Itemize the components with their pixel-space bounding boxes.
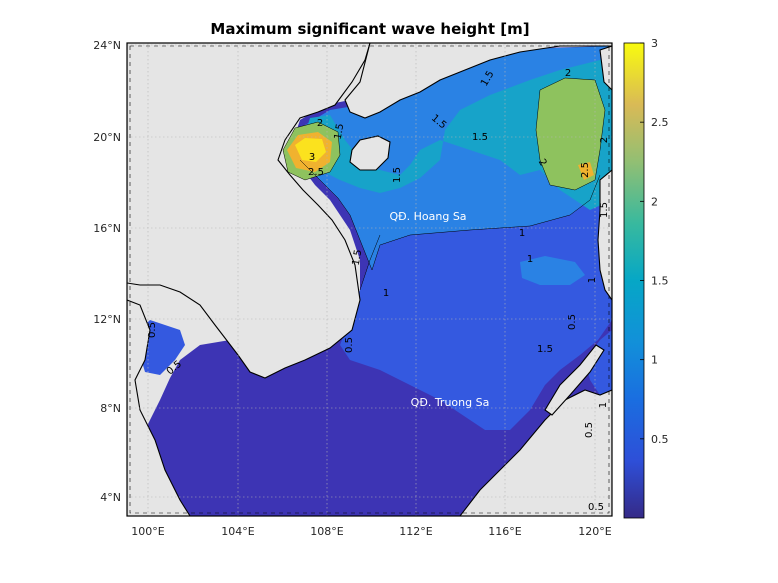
wave-band-0.5-1-e [585, 330, 612, 400]
wave-band-1.5-2 [300, 60, 612, 210]
lat-tick: 20°N [93, 131, 121, 144]
wave-band-3-gulf [295, 138, 326, 162]
contour-label: 0.5 [588, 502, 604, 513]
land-luzon [597, 169, 612, 301]
contour-label: 1 [598, 402, 609, 408]
map-area [127, 43, 612, 516]
lon-tick-labels: 100°E 104°E 108°E 112°E 116°E 120°E [131, 525, 611, 538]
contour-label: 2 [317, 118, 323, 129]
wave-band-1-1.5-patch [520, 256, 585, 285]
map-frame-inner [129, 45, 610, 514]
wave-band-0.5-1-sw [140, 320, 185, 375]
wave-band-2-2.5 [536, 78, 605, 190]
map-frame [126, 42, 613, 517]
contour-label: 2 [599, 137, 610, 143]
contour-label: 0.5 [147, 322, 158, 338]
lon-tick: 112°E [399, 525, 432, 538]
graticule [127, 43, 612, 516]
lat-tick-labels: 24°N 20°N 16°N 12°N 8°N 4°N [93, 39, 121, 504]
contour-label: 2.5 [580, 162, 591, 178]
colorbar-tick-label: 2.5 [651, 116, 669, 129]
contour-label: 2 [565, 68, 571, 79]
contour-label: 1 [527, 254, 533, 265]
contour-label: 2 [536, 157, 549, 168]
contour-label: 1.5 [333, 123, 347, 141]
place-label-truong-sa: QĐ. Truong Sa [411, 396, 490, 409]
lat-tick: 8°N [100, 402, 121, 415]
contour-label: 1.5 [599, 202, 610, 218]
contour-label: 1.5 [472, 132, 488, 143]
contour-label: 1.5 [392, 167, 403, 183]
lat-tick: 4°N [100, 491, 121, 504]
contour-label: 0.5 [584, 422, 595, 438]
contour-label: 0.5 [567, 314, 578, 330]
land-palawan [544, 344, 605, 416]
contour-label: 1 [519, 228, 525, 239]
contour-label: 1 [383, 288, 389, 299]
land-malay-peninsula [127, 299, 191, 516]
land-hainan [349, 135, 391, 171]
colorbar-tick-label: 1.5 [651, 275, 669, 288]
land-indochina [127, 43, 371, 379]
colorbar-tick-label: 0.5 [651, 433, 669, 446]
lat-tick: 12°N [93, 313, 121, 326]
lon-tick: 108°E [310, 525, 343, 538]
lon-tick: 116°E [488, 525, 521, 538]
lat-tick: 24°N [93, 39, 121, 52]
colorbar-tick-label: 2 [651, 195, 658, 208]
contour-label: 1.5 [351, 249, 365, 267]
contour-label: 2.5 [308, 167, 324, 178]
contour-label: 1.5 [537, 344, 553, 355]
map-title: Maximum significant wave height [m] [210, 20, 529, 38]
lon-tick: 100°E [131, 525, 164, 538]
colorbar-ticks: 0.5 1 1.5 2 2.5 3 [640, 37, 669, 446]
place-label-hoang-sa: QĐ. Hoang Sa [389, 210, 466, 223]
contour-label: 0.5 [344, 337, 355, 353]
lon-tick: 120°E [578, 525, 611, 538]
contour-lines [282, 77, 606, 291]
lat-tick: 16°N [93, 222, 121, 235]
contour-label: 1 [587, 277, 598, 283]
colorbar-tick-label: 1 [651, 354, 658, 367]
contour-label: 3 [309, 152, 315, 163]
wave-band-2.5-spot [578, 162, 594, 180]
lon-tick: 104°E [221, 525, 254, 538]
colorbar-tick-label: 3 [651, 37, 658, 50]
colorbar: 0.5 1 1.5 2 2.5 3 [623, 37, 669, 519]
